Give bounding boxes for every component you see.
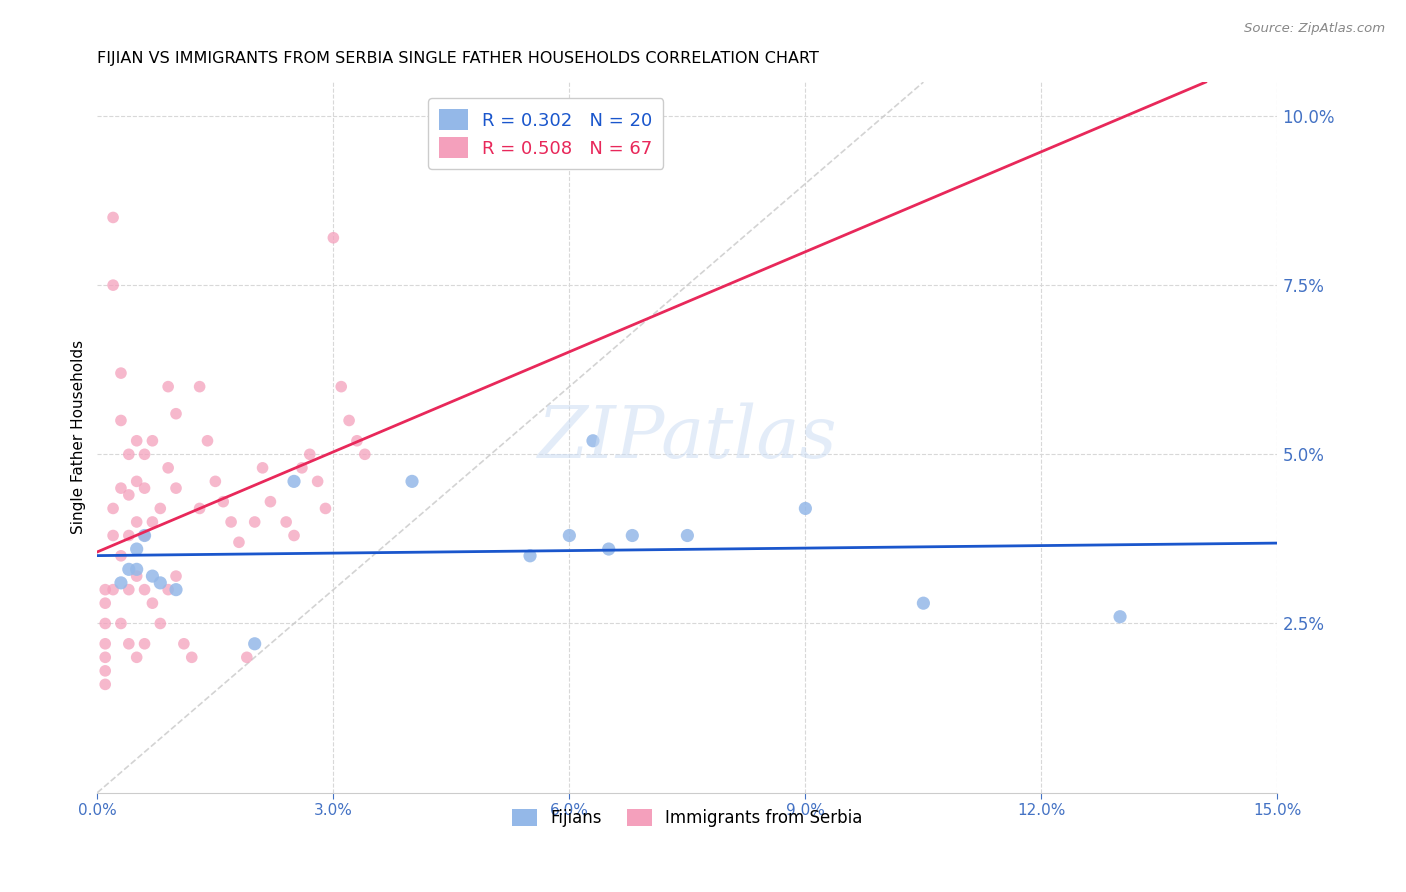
Point [94, 677, 117, 691]
Point [118, 447, 141, 461]
Point [110, 549, 132, 563]
Point [101, 278, 124, 293]
Point [134, 582, 156, 597]
Point [110, 616, 132, 631]
Point [173, 637, 195, 651]
Point [330, 379, 353, 393]
Point [236, 650, 259, 665]
Point [353, 447, 375, 461]
Y-axis label: Single Father Households: Single Father Households [72, 341, 86, 534]
Point [291, 460, 314, 475]
Point [676, 528, 699, 542]
Point [101, 582, 124, 597]
Point [94, 637, 117, 651]
Point [219, 515, 242, 529]
Point [276, 515, 298, 529]
Point [141, 569, 163, 583]
Point [188, 379, 211, 393]
Point [94, 582, 117, 597]
Point [118, 528, 141, 542]
Point [794, 501, 817, 516]
Point [598, 542, 620, 557]
Point [298, 447, 321, 461]
Point [582, 434, 605, 448]
Point [94, 596, 117, 610]
Point [94, 650, 117, 665]
Point [157, 460, 180, 475]
Point [212, 494, 235, 508]
Point [204, 475, 226, 489]
Point [346, 434, 368, 448]
Point [337, 413, 360, 427]
Point [134, 528, 156, 542]
Point [149, 616, 172, 631]
Point [149, 575, 172, 590]
Point [180, 650, 202, 665]
Point [110, 575, 132, 590]
Point [149, 501, 172, 516]
Point [118, 562, 141, 576]
Point [118, 637, 141, 651]
Point [243, 515, 266, 529]
Point [401, 475, 423, 489]
Point [141, 515, 163, 529]
Point [621, 528, 644, 542]
Point [125, 569, 148, 583]
Point [912, 596, 935, 610]
Point [165, 407, 187, 421]
Point [125, 434, 148, 448]
Point [110, 413, 132, 427]
Point [228, 535, 250, 549]
Text: ZIPatlas: ZIPatlas [537, 402, 837, 473]
Point [165, 569, 187, 583]
Point [134, 447, 156, 461]
Point [252, 460, 274, 475]
Point [141, 434, 163, 448]
Point [125, 475, 148, 489]
Point [188, 501, 211, 516]
Point [134, 481, 156, 495]
Text: Source: ZipAtlas.com: Source: ZipAtlas.com [1244, 22, 1385, 36]
Point [1109, 609, 1132, 624]
Point [315, 501, 337, 516]
Point [94, 616, 117, 631]
Point [157, 582, 180, 597]
Point [283, 528, 305, 542]
Point [110, 481, 132, 495]
Point [134, 528, 156, 542]
Point [94, 664, 117, 678]
Legend: Fijians, Immigrants from Serbia: Fijians, Immigrants from Serbia [505, 803, 869, 834]
Point [125, 650, 148, 665]
Point [125, 562, 148, 576]
Point [134, 637, 156, 651]
Point [283, 475, 305, 489]
Point [101, 211, 124, 225]
Point [519, 549, 541, 563]
Point [125, 515, 148, 529]
Point [110, 366, 132, 380]
Point [125, 542, 148, 557]
Text: FIJIAN VS IMMIGRANTS FROM SERBIA SINGLE FATHER HOUSEHOLDS CORRELATION CHART: FIJIAN VS IMMIGRANTS FROM SERBIA SINGLE … [97, 51, 820, 66]
Point [118, 582, 141, 597]
Point [307, 475, 329, 489]
Point [157, 379, 180, 393]
Point [243, 637, 266, 651]
Point [165, 481, 187, 495]
Point [322, 231, 344, 245]
Point [141, 596, 163, 610]
Point [259, 494, 281, 508]
Point [558, 528, 581, 542]
Point [101, 501, 124, 516]
Point [197, 434, 219, 448]
Point [101, 528, 124, 542]
Point [165, 582, 187, 597]
Point [118, 488, 141, 502]
